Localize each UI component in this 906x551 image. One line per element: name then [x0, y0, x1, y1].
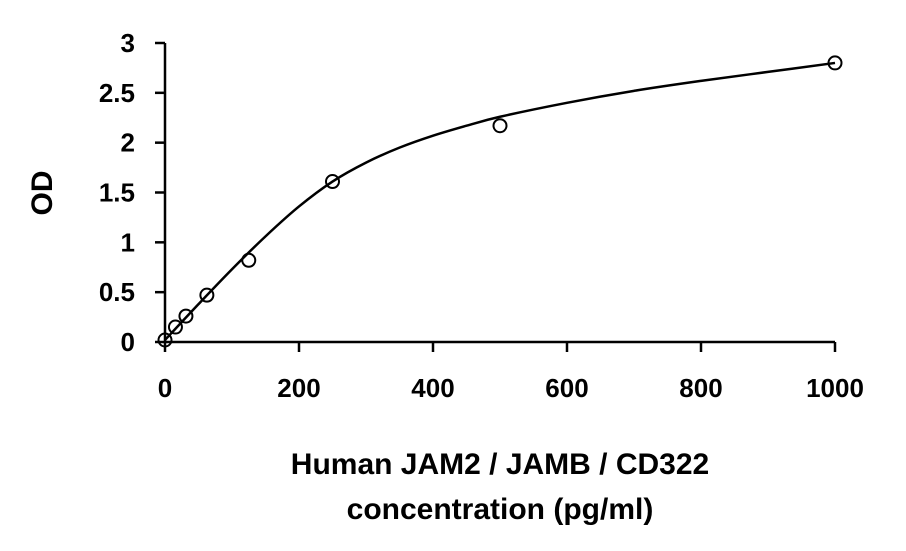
y-axis-title: OD [26, 171, 59, 216]
data-points [157, 55, 843, 348]
x-tick-label: 800 [679, 373, 722, 403]
x-tick-label: 0 [158, 373, 172, 403]
data-point [827, 55, 843, 71]
x-tick-label: 600 [545, 373, 588, 403]
y-tick-label: 2 [121, 128, 135, 158]
data-point [167, 319, 183, 335]
ticks: 0 0.5 1 1.5 2 2.5 3 0 200 400 600 800 1000 [99, 28, 864, 403]
y-tick-label: 0.5 [99, 277, 135, 307]
y-tick-label: 3 [121, 28, 135, 58]
x-tick-label: 1000 [806, 373, 864, 403]
y-tick-label: 1 [121, 227, 135, 257]
data-point [157, 332, 173, 348]
x-axis-title-line-2: concentration (pg/ml) [347, 493, 654, 526]
data-point [241, 252, 257, 268]
fit-curve [164, 61, 836, 341]
data-point [199, 287, 215, 303]
data-point [325, 174, 340, 190]
data-point [178, 308, 194, 324]
x-tick-label: 400 [411, 373, 454, 403]
x-tick-label: 200 [277, 373, 320, 403]
y-tick-label: 2.5 [99, 78, 135, 108]
x-axis-title-line-1: Human JAM2 / JAMB / CD322 [291, 448, 709, 481]
axes [163, 43, 835, 344]
y-tick-label: 1.5 [99, 178, 135, 208]
y-tick-label: 0 [121, 327, 135, 357]
data-point [492, 118, 508, 134]
